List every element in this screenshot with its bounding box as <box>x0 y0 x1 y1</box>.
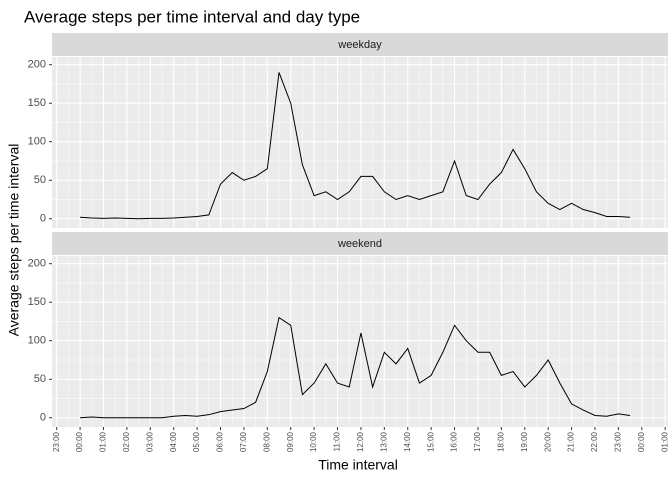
x-tick-label: 04:00 <box>169 431 178 452</box>
x-tick-label: 20:00 <box>543 431 552 452</box>
x-tick-label: 05:00 <box>192 431 201 452</box>
y-tick-label: 50 <box>34 373 46 385</box>
x-tick-label: 02:00 <box>122 431 131 452</box>
x-tick-label: 18:00 <box>496 431 505 452</box>
chart-title: Average steps per time interval and day … <box>24 7 360 26</box>
x-tick-label: 00:00 <box>637 431 646 452</box>
x-tick-label: 21:00 <box>567 431 576 452</box>
x-axis-label: Time interval <box>318 457 398 473</box>
y-axis-label: Average steps per time interval <box>6 144 22 337</box>
x-tick-label: 06:00 <box>216 431 225 452</box>
strip-label: weekend <box>337 238 382 250</box>
line <box>80 72 631 220</box>
x-tick-label: 00:00 <box>75 431 84 452</box>
x-tick-label: 23:00 <box>613 431 622 452</box>
x-tick-label: 07:00 <box>239 431 248 452</box>
x-tick-label: 08:00 <box>262 431 271 452</box>
y-tick-label: 150 <box>28 296 46 308</box>
line <box>80 316 631 419</box>
x-tick-label: 17:00 <box>473 431 482 452</box>
x-tick-label: 12:00 <box>356 431 365 452</box>
y-tick-label: 0 <box>40 213 46 225</box>
strip-label: weekday <box>337 39 382 51</box>
x-tick-label: 15:00 <box>426 431 435 452</box>
x-tick-label: 01:00 <box>660 431 669 452</box>
panel <box>52 256 668 427</box>
x-tick-label: 01:00 <box>99 431 108 452</box>
x-tick-label: 19:00 <box>520 431 529 452</box>
x-tick-label: 22:00 <box>590 431 599 452</box>
x-tick-label: 14:00 <box>403 431 412 452</box>
strip <box>52 232 668 255</box>
y-tick-label: 150 <box>28 97 46 109</box>
y-tick-label: 50 <box>34 174 46 186</box>
strip <box>52 33 668 56</box>
y-tick-label: 200 <box>28 59 46 71</box>
x-tick-label: 09:00 <box>286 431 295 452</box>
y-tick-label: 0 <box>40 412 46 424</box>
y-tick-label: 100 <box>28 335 46 347</box>
x-tick-label: 11:00 <box>333 431 342 451</box>
y-tick-label: 200 <box>28 258 46 270</box>
x-tick-label: 03:00 <box>145 431 154 452</box>
x-tick-label: 13:00 <box>379 431 388 452</box>
x-tick-label: 16:00 <box>450 431 459 452</box>
y-tick-label: 100 <box>28 136 46 148</box>
x-tick-label: 23:00 <box>52 431 61 452</box>
panel <box>52 57 668 228</box>
x-tick-label: 10:00 <box>309 431 318 452</box>
